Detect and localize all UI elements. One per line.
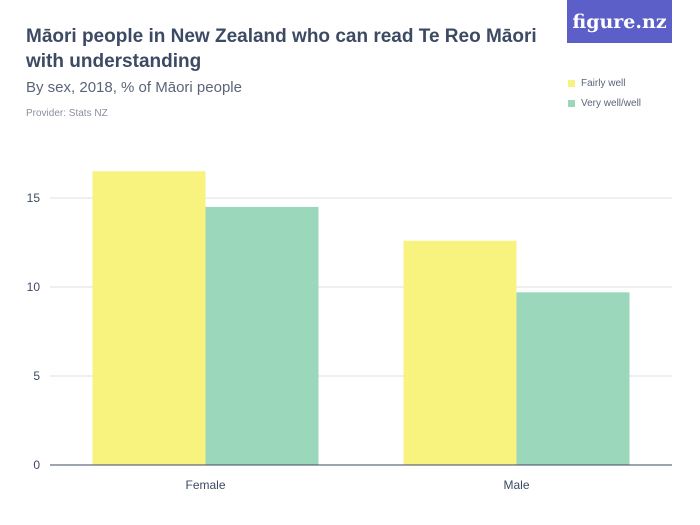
y-tick-label: 0 — [33, 458, 40, 472]
bar-fairly-well-female[interactable] — [92, 171, 206, 466]
x-category-label: Male — [503, 478, 529, 492]
x-category-label: Female — [185, 478, 225, 492]
y-axis-ticks: 0 5 10 15 — [27, 191, 41, 472]
bar-very-well-well-male[interactable] — [516, 292, 630, 465]
bars — [92, 171, 630, 466]
data-provider: Provider: Stats NZ — [26, 108, 108, 119]
legend-label-fairly-well: Fairly well — [581, 77, 626, 89]
x-axis-categories: Female Male — [185, 478, 529, 492]
y-tick-label: 5 — [33, 369, 40, 383]
y-tick-label: 15 — [27, 191, 41, 205]
chart-title: Māori people in New Zealand who can read… — [26, 26, 537, 72]
legend-swatch-very-well — [568, 99, 575, 107]
legend-item-very-well: Very well/well — [568, 96, 641, 110]
chart-subtitle: By sex, 2018, % of Māori people — [26, 79, 242, 96]
legend-label-very-well: Very well/well — [581, 97, 642, 109]
legend-swatch-fairly-well — [568, 79, 575, 87]
legend-item-fairly-well: Fairly well — [568, 76, 641, 90]
bar-fairly-well-male[interactable] — [403, 240, 517, 465]
chart-legend: Fairly well Very well/well — [568, 76, 641, 116]
logo-text: figure.nz — [572, 10, 667, 33]
bar-very-well-well-female[interactable] — [205, 206, 319, 465]
y-tick-label: 10 — [27, 280, 41, 294]
figure-nz-logo[interactable]: figure.nz — [567, 0, 672, 43]
